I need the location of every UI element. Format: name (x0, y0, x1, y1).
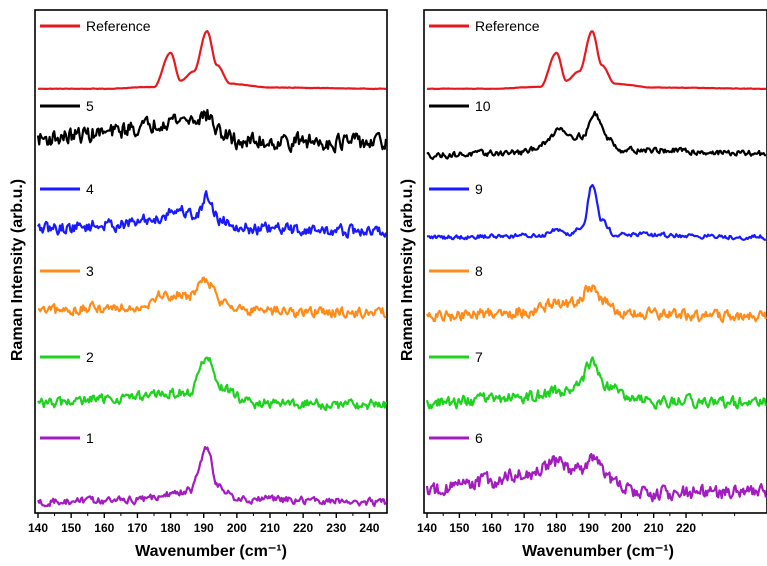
x-tick-label: 180 (547, 521, 567, 535)
series-line-2 (37, 356, 388, 412)
x-axis-title: Wavenumber (cm⁻¹) (135, 543, 287, 560)
series-line-6 (425, 452, 767, 503)
y-axis-title: Raman Intensity (arb.u.) (399, 179, 416, 361)
x-tick-label: 240 (359, 521, 379, 535)
x-tick-label: 190 (579, 521, 599, 535)
legend-label: 2 (86, 349, 94, 365)
plot-frame (34, 9, 388, 514)
series-line-9 (426, 183, 767, 241)
x-tick-label: 160 (94, 521, 114, 535)
x-tick-label: 140 (417, 521, 437, 535)
y-axis-title: Raman Intensity (arb.u.) (9, 179, 26, 361)
x-tick-label: 160 (482, 521, 502, 535)
x-tick-label: 230 (326, 521, 346, 535)
x-tick-label: 210 (644, 521, 664, 535)
x-tick-label: 170 (514, 521, 534, 535)
x-tick-label: 220 (293, 521, 313, 535)
series-line-7 (425, 356, 767, 410)
legend-label: 4 (86, 181, 94, 197)
legend-label: 10 (475, 98, 491, 114)
legend-label: Reference (86, 18, 151, 34)
series-line-5 (36, 108, 388, 154)
series-line-10 (426, 110, 767, 161)
x-tick-label: 140 (28, 521, 48, 535)
series-line-1 (37, 446, 387, 508)
series-line-3 (38, 276, 387, 320)
x-tick-label: 210 (260, 521, 280, 535)
x-tick-label: 170 (127, 521, 147, 535)
plot-frame (423, 9, 767, 514)
x-tick-label: 220 (676, 521, 696, 535)
x-tick-label: 200 (227, 521, 247, 535)
legend-label: 3 (86, 263, 94, 279)
series-line-reference (426, 30, 766, 91)
legend-label: 8 (475, 263, 483, 279)
series-line-reference (37, 30, 387, 91)
series-line-4 (37, 190, 388, 239)
legend-label: 9 (475, 181, 483, 197)
x-axis-title: Wavenumber (cm⁻¹) (522, 543, 674, 560)
x-tick-label: 180 (161, 521, 181, 535)
x-tick-label: 190 (194, 521, 214, 535)
legend-label: 5 (86, 98, 94, 114)
legend-label: 7 (475, 349, 483, 365)
left-panel: 140 150 160 170 180 190 200 210 220 230 240 Wavenum… (9, 9, 388, 560)
legend-label: 6 (475, 430, 483, 446)
legend-label: Reference (475, 18, 540, 34)
x-tick-label: 200 (611, 521, 631, 535)
x-tick-label: 150 (449, 521, 469, 535)
series-line-8 (426, 284, 767, 324)
x-tick-label: 150 (61, 521, 81, 535)
legend-label: 1 (86, 430, 94, 446)
